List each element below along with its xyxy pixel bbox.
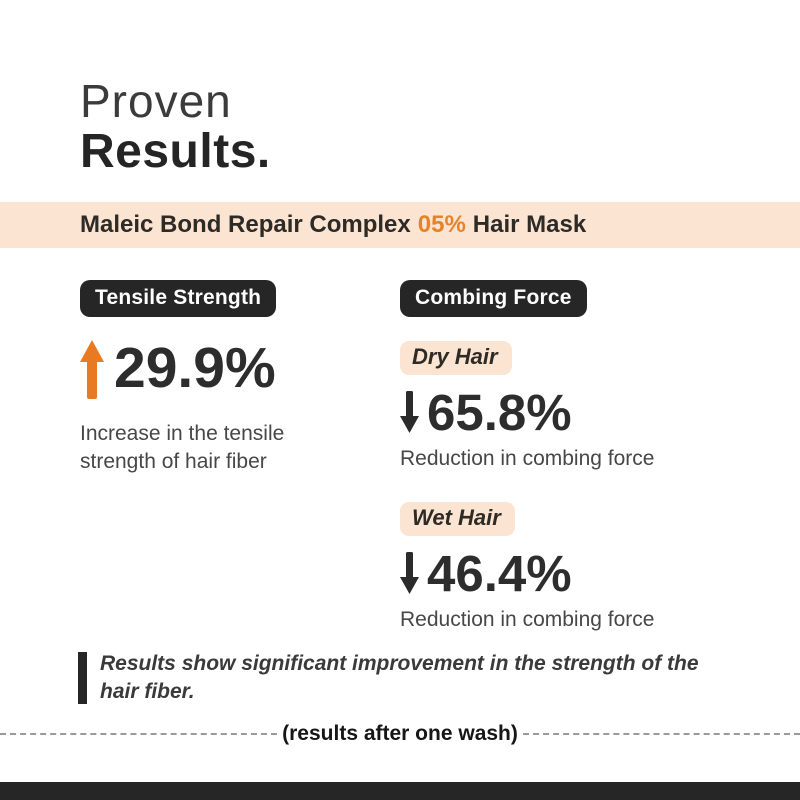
- page-title-line2: Results.: [80, 124, 271, 178]
- quote-accent-bar: [78, 652, 87, 704]
- down-arrow-icon: [400, 551, 419, 594]
- wet-hair-stat-row: 46.4%: [400, 544, 710, 599]
- footer-note-text: (results after one wash): [282, 722, 518, 745]
- dry-hair-value: 65.8%: [427, 384, 572, 441]
- results-quote: Results show significant improvement in …: [78, 650, 700, 705]
- wet-hair-value: 46.4%: [427, 544, 572, 602]
- banner-text-before: Maleic Bond Repair Complex: [80, 211, 411, 238]
- combing-force-section: Combing Force Dry Hair 65.8% Reduction i…: [400, 280, 710, 633]
- combing-item-dry: Dry Hair 65.8% Reduction in combing forc…: [400, 341, 710, 473]
- page-title: Proven Results.: [80, 76, 271, 177]
- quote-text: Results show significant improvement in …: [100, 652, 699, 703]
- tensile-value: 29.9%: [114, 336, 276, 400]
- product-banner: Maleic Bond Repair Complex 05% Hair Mask: [0, 202, 800, 248]
- combing-force-badge: Combing Force: [400, 280, 587, 317]
- footer-dash-line-right: [522, 733, 800, 735]
- tensile-strength-section: Tensile Strength 29.9% Increase in the t…: [80, 280, 380, 475]
- combing-item-wet: Wet Hair 46.4% Reduction in combing forc…: [400, 501, 710, 634]
- wet-hair-description: Reduction in combing force: [400, 607, 655, 631]
- tensile-stat-row: 29.9%: [80, 338, 380, 400]
- footer-dash-line-left: [0, 733, 278, 735]
- tensile-strength-badge: Tensile Strength: [80, 280, 277, 317]
- wet-hair-label: Wet Hair: [400, 501, 515, 536]
- dry-hair-label: Dry Hair: [400, 341, 512, 375]
- tensile-description: Increase in the tensile strength of hair…: [80, 422, 285, 473]
- banner-text-after: Hair Mask: [472, 211, 587, 238]
- bottom-strip: [0, 782, 800, 800]
- dry-hair-description: Reduction in combing force: [400, 447, 655, 470]
- down-arrow-icon: [400, 391, 419, 433]
- up-arrow-icon: [80, 340, 104, 400]
- page-title-line1: Proven: [80, 75, 232, 127]
- banner-percentage-highlight: 05%: [417, 211, 466, 238]
- footer-note: (results after one wash): [0, 722, 800, 746]
- dry-hair-stat-row: 65.8%: [400, 383, 710, 438]
